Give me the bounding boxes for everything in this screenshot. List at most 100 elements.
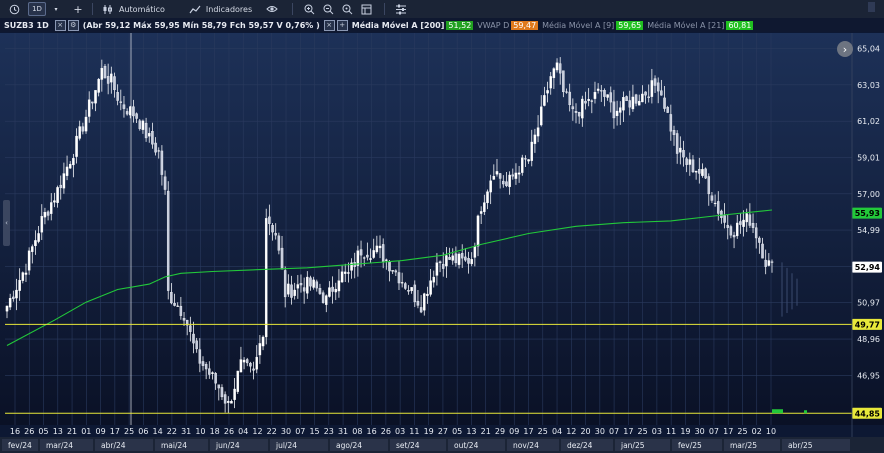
x-tick-label: 04: [552, 427, 562, 436]
indicator-name: VWAP D: [477, 20, 510, 30]
zoom-reset-icon[interactable]: [339, 3, 355, 15]
candle-up: [230, 401, 233, 404]
candle-up: [492, 175, 496, 180]
candle-up: [56, 187, 59, 203]
y-tick-label: 46,95: [857, 371, 880, 380]
x-tick-label: 13: [466, 427, 476, 436]
candle-up: [539, 106, 543, 126]
x-tick-label: 22: [267, 427, 277, 436]
candle-down: [394, 270, 398, 273]
candle-down: [498, 173, 502, 179]
candle-down: [625, 96, 628, 102]
candles-icon[interactable]: [99, 3, 115, 15]
candle-down: [397, 272, 401, 284]
candle-up: [615, 110, 619, 117]
candle-up: [375, 245, 379, 253]
eye-icon[interactable]: [264, 3, 280, 15]
candle-down: [758, 237, 761, 243]
info-icon[interactable]: [868, 2, 875, 12]
month-label: ago/24: [336, 441, 362, 450]
candle-up: [590, 100, 594, 102]
zoom-out-icon[interactable]: [320, 3, 336, 15]
x-tick-label: 25: [538, 427, 548, 436]
candle-down: [391, 269, 394, 272]
indicator-vwap[interactable]: VWAP D 59,47: [477, 20, 539, 30]
auto-label[interactable]: Automático: [119, 4, 165, 14]
candle-down: [502, 180, 505, 185]
indicator-sma21[interactable]: Média Móvel A [21] 60,81: [647, 20, 754, 30]
x-tick-label: 02: [752, 427, 762, 436]
candle-up: [129, 106, 132, 116]
candle-down: [698, 169, 701, 174]
y-tick-label: 61,02: [857, 117, 880, 126]
x-tick-label: 30: [281, 427, 291, 436]
candle-up: [688, 159, 692, 165]
candle-down: [669, 114, 673, 132]
candle-up: [429, 280, 432, 295]
candle-up: [476, 215, 480, 247]
candle-down: [201, 361, 205, 366]
candle-up: [495, 171, 499, 175]
x-tick-label: 22: [167, 427, 177, 436]
indicators-label[interactable]: Indicadores: [205, 4, 253, 14]
candle-up: [261, 336, 265, 347]
add-indicator-icon[interactable]: +: [336, 19, 348, 31]
candle-down: [710, 195, 714, 201]
close-icon[interactable]: ×: [54, 19, 66, 31]
candle-up: [97, 78, 100, 93]
indicators-icon[interactable]: [187, 3, 203, 15]
candle-up: [432, 276, 436, 283]
candle-up: [347, 272, 350, 274]
layout-icon[interactable]: [358, 3, 374, 15]
candle-up: [72, 158, 75, 166]
toolbar-divider: [92, 3, 93, 15]
clock-icon[interactable]: [6, 3, 22, 15]
candle-up: [15, 289, 18, 299]
settings-sliders-icon[interactable]: [393, 3, 409, 15]
symbol-label[interactable]: SUZB3 1D: [4, 20, 49, 30]
candle-down: [764, 259, 767, 267]
timeframe-button[interactable]: 1D: [28, 2, 46, 16]
candle-down: [299, 283, 303, 286]
candle-down: [119, 101, 123, 103]
month-cell: [724, 439, 780, 451]
candle-up: [227, 401, 230, 403]
candle-down: [726, 224, 729, 228]
candle-up: [543, 95, 546, 106]
candle-up: [641, 93, 644, 103]
candle-up: [521, 157, 524, 173]
candle-up: [514, 172, 518, 179]
indicator-sma9[interactable]: Média Móvel A [9] 59,65: [542, 20, 644, 30]
candle-down: [609, 92, 613, 103]
zoom-in-icon[interactable]: [301, 3, 317, 15]
x-tick-label: 17: [523, 427, 533, 436]
candle-down: [359, 249, 363, 256]
candle-down: [770, 261, 774, 263]
candle-down: [707, 176, 711, 195]
panel-collapse-handle[interactable]: ‹: [3, 200, 10, 246]
candle-down: [464, 256, 467, 261]
month-cell: [155, 439, 208, 451]
scroll-right-button[interactable]: ›: [837, 41, 853, 57]
settings-icon[interactable]: ⚙: [67, 19, 79, 31]
chevron-down-icon[interactable]: ▾: [54, 5, 58, 13]
candle-up: [593, 92, 597, 99]
candle-up: [619, 107, 622, 113]
candle-up: [24, 272, 28, 275]
add-icon[interactable]: +: [73, 2, 83, 16]
candle-down: [271, 225, 274, 233]
indicator-sma200[interactable]: Média Móvel A [200] 51,52: [352, 20, 474, 30]
level-label: 55,93: [855, 209, 880, 218]
candle-down: [245, 359, 249, 364]
candle-up: [350, 262, 353, 271]
close-icon[interactable]: ×: [323, 19, 335, 31]
sma200-line: [6, 209, 773, 346]
candle-up: [31, 246, 34, 252]
candle-down: [91, 101, 94, 104]
candle-down: [113, 76, 116, 91]
candle-down: [208, 368, 211, 375]
candle-down: [154, 142, 157, 153]
x-tick-label: 18: [210, 427, 220, 436]
